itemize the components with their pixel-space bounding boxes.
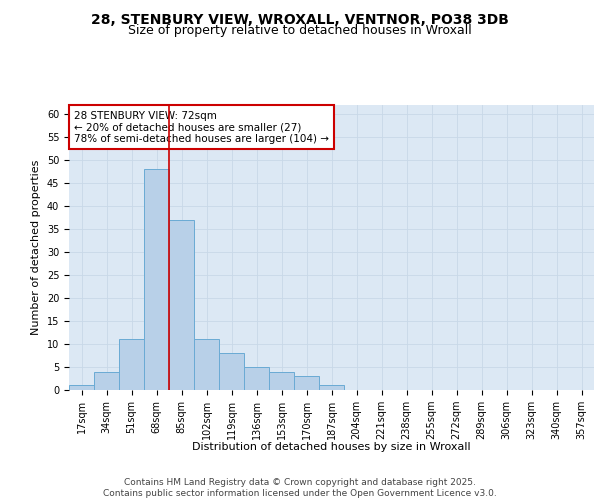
Text: 28, STENBURY VIEW, WROXALL, VENTNOR, PO38 3DB: 28, STENBURY VIEW, WROXALL, VENTNOR, PO3… — [91, 12, 509, 26]
Text: Contains HM Land Registry data © Crown copyright and database right 2025.
Contai: Contains HM Land Registry data © Crown c… — [103, 478, 497, 498]
Bar — [144, 170, 169, 390]
Bar — [319, 386, 344, 390]
Bar — [119, 340, 144, 390]
Text: Size of property relative to detached houses in Wroxall: Size of property relative to detached ho… — [128, 24, 472, 37]
Bar — [244, 367, 269, 390]
Bar — [269, 372, 294, 390]
Text: 28 STENBURY VIEW: 72sqm
← 20% of detached houses are smaller (27)
78% of semi-de: 28 STENBURY VIEW: 72sqm ← 20% of detache… — [74, 110, 329, 144]
Bar — [219, 353, 244, 390]
Bar — [94, 372, 119, 390]
Y-axis label: Number of detached properties: Number of detached properties — [31, 160, 41, 335]
X-axis label: Distribution of detached houses by size in Wroxall: Distribution of detached houses by size … — [192, 442, 471, 452]
Bar — [194, 340, 219, 390]
Bar — [169, 220, 194, 390]
Bar — [294, 376, 319, 390]
Bar — [69, 386, 94, 390]
